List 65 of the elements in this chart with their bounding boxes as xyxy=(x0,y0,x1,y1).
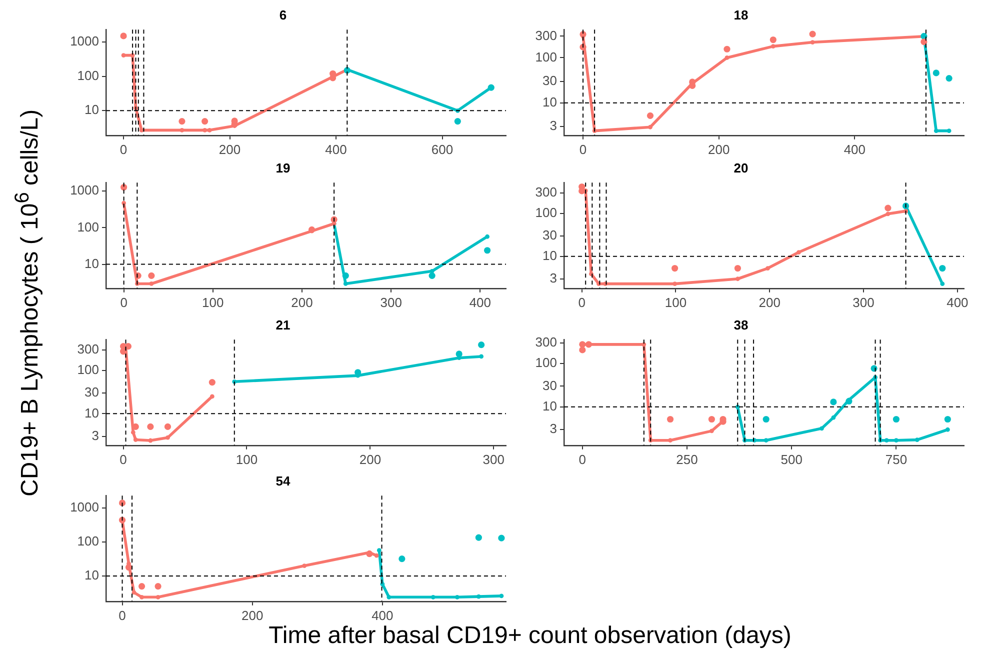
x-tick-label: 0 xyxy=(118,608,126,623)
y-tick-label: 10 xyxy=(84,405,99,420)
y-tick-label: 100 xyxy=(77,534,99,549)
chart-title: 54 xyxy=(276,473,291,488)
x-tick-label: 500 xyxy=(780,452,802,467)
y-tick-label: 10 xyxy=(542,398,557,414)
chart-title: 20 xyxy=(734,160,748,176)
x-tick-label: 250 xyxy=(676,452,698,467)
y-tick-label: 10 xyxy=(542,94,557,110)
x-tick-label: 0 xyxy=(579,142,587,157)
x-tick-label: 200 xyxy=(218,142,241,157)
x-tick-label: 200 xyxy=(359,452,382,467)
x-tick-label: 100 xyxy=(236,452,258,467)
x-tick-label: 0 xyxy=(578,452,586,467)
chart-title: 18 xyxy=(734,7,748,22)
y-tick-label: 1000 xyxy=(70,182,99,198)
y-tick-label: 100 xyxy=(535,205,557,220)
y-tick-label: 100 xyxy=(77,219,99,234)
chart-title: 6 xyxy=(279,7,287,22)
x-tick-label: 400 xyxy=(325,142,347,157)
y-tick-label: 30 xyxy=(542,72,557,88)
x-tick-label: 200 xyxy=(708,142,730,157)
y-tick-label: 300 xyxy=(535,334,557,350)
y-tick-label: 300 xyxy=(535,184,557,200)
y-tick-label: 10 xyxy=(542,248,557,264)
y-tick-label: 3 xyxy=(550,118,557,134)
y-tick-label: 100 xyxy=(535,49,557,64)
x-tick-label: 400 xyxy=(372,608,394,623)
y-tick-label: 300 xyxy=(77,341,99,356)
x-tick-label: 400 xyxy=(844,142,866,157)
y-tick-label: 10 xyxy=(84,102,99,118)
x-tick-label: 100 xyxy=(202,294,224,310)
x-tick-label: 100 xyxy=(664,294,687,310)
x-tick-label: 200 xyxy=(758,294,780,310)
chart-title: 21 xyxy=(276,317,290,332)
y-tick-label: 10 xyxy=(84,256,99,271)
x-tick-label: 400 xyxy=(946,294,968,310)
y-tick-label: 1000 xyxy=(70,500,99,514)
y-tick-label: 3 xyxy=(550,270,557,286)
x-tick-label: 300 xyxy=(380,294,402,310)
x-axis-title: Time after basal CD19+ count observation (days) xyxy=(268,622,792,650)
chart-title: 38 xyxy=(734,317,748,332)
y-tick-label: 30 xyxy=(542,228,557,243)
y-tick-label: 10 xyxy=(84,568,99,583)
x-tick-label: 0 xyxy=(120,452,127,467)
x-tick-label: 0 xyxy=(120,142,128,157)
y-tick-label: 100 xyxy=(77,362,99,377)
chart-title: 19 xyxy=(276,160,290,176)
y-tick-label: 30 xyxy=(84,384,99,400)
y-tick-label: 1000 xyxy=(70,34,99,49)
x-tick-label: 200 xyxy=(291,294,313,310)
x-tick-label: 0 xyxy=(578,294,586,310)
y-tick-label: 100 xyxy=(77,68,99,83)
x-tick-label: 200 xyxy=(241,608,264,623)
x-tick-label: 750 xyxy=(885,452,908,467)
x-tick-label: 400 xyxy=(469,294,492,310)
y-tick-label: 3 xyxy=(550,421,557,436)
x-tick-label: 300 xyxy=(852,294,874,310)
y-tick-label: 300 xyxy=(535,28,557,43)
x-tick-label: 300 xyxy=(482,452,505,467)
y-tick-label: 30 xyxy=(542,378,557,393)
y-tick-label: 3 xyxy=(92,428,99,443)
x-tick-label: 0 xyxy=(120,294,128,310)
y-tick-label: 100 xyxy=(535,355,557,370)
x-tick-label: 600 xyxy=(431,142,454,157)
